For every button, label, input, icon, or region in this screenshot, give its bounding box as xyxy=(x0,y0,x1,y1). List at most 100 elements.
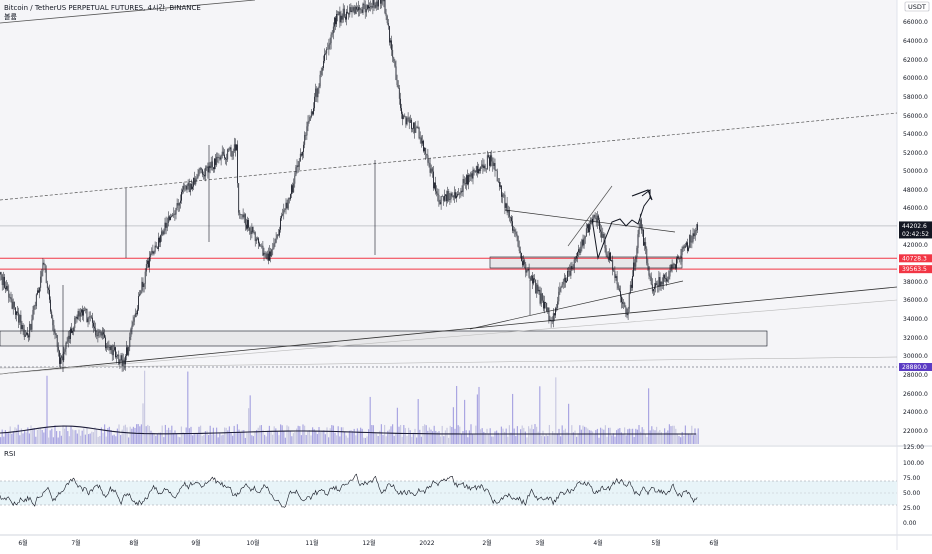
candle-body xyxy=(502,195,503,197)
volume-bar xyxy=(440,436,441,444)
volume-bar xyxy=(6,433,7,444)
candle-body xyxy=(668,277,669,280)
candle-body xyxy=(499,182,500,187)
price-pane-background xyxy=(0,0,897,445)
candle-body xyxy=(666,278,667,281)
volume-bar xyxy=(238,430,239,444)
candle-body xyxy=(646,249,647,264)
volume-bar xyxy=(539,386,540,444)
volume-bar xyxy=(19,435,20,444)
volume-bar xyxy=(213,428,214,444)
volume-bar xyxy=(392,424,393,444)
candle-body xyxy=(694,233,695,236)
candle-body xyxy=(498,181,499,182)
candle-body xyxy=(635,257,636,267)
candle-body xyxy=(84,310,85,311)
candle-body xyxy=(215,158,216,164)
volume-bar xyxy=(408,428,409,444)
candle-body xyxy=(697,224,698,230)
volume-bar xyxy=(389,429,390,444)
volume-bar xyxy=(464,400,465,444)
volume-bar xyxy=(603,430,604,444)
volume-bar xyxy=(581,430,582,444)
candle-body xyxy=(388,23,389,26)
candle-body xyxy=(230,147,231,149)
candle-body xyxy=(552,321,553,322)
price-tick-label: 26000.0 xyxy=(903,391,928,398)
candle-body xyxy=(424,148,425,151)
candle-body xyxy=(354,7,355,13)
candle-body xyxy=(199,170,200,175)
candle-body xyxy=(673,264,674,268)
volume-bar xyxy=(67,431,68,444)
candle-body xyxy=(153,251,154,254)
candle-body xyxy=(401,108,402,114)
volume-bar xyxy=(664,428,665,444)
candle-body xyxy=(158,238,159,249)
volume-bar xyxy=(317,434,318,444)
candle-body xyxy=(214,158,215,169)
candle-body xyxy=(672,265,673,269)
time-tick-label: 5월 xyxy=(651,539,660,547)
volume-bar xyxy=(448,438,449,444)
candle-body xyxy=(455,192,456,198)
volume-bar xyxy=(590,431,591,444)
volume-bar xyxy=(96,429,97,444)
candle-body xyxy=(428,155,429,162)
candle-body xyxy=(316,89,317,98)
candle-body xyxy=(239,213,240,215)
volume-bar xyxy=(563,430,564,444)
volume-bar xyxy=(141,424,142,444)
volume-bar xyxy=(61,436,62,444)
candle-body xyxy=(135,313,136,317)
volume-bar xyxy=(541,436,542,444)
volume-bar xyxy=(642,427,643,444)
candle-body xyxy=(92,318,93,323)
volume-bar xyxy=(309,430,310,444)
candle-body xyxy=(180,201,181,203)
volume-bar xyxy=(685,425,686,444)
candle-body xyxy=(418,127,419,128)
volume-bar xyxy=(406,436,407,444)
volume-bar xyxy=(651,426,652,444)
candle-body xyxy=(540,290,541,304)
candle-body xyxy=(587,224,588,228)
volume-bar xyxy=(77,434,78,444)
candle-body xyxy=(22,325,23,329)
volume-bar xyxy=(24,431,25,444)
volume-bar xyxy=(48,438,49,444)
volume-bar xyxy=(334,433,335,444)
candle-body xyxy=(102,332,103,335)
volume-bar xyxy=(91,432,92,444)
candle-body xyxy=(176,208,177,215)
volume-bar xyxy=(123,426,124,444)
volume-bar xyxy=(264,435,265,444)
time-tick-label: 9월 xyxy=(191,539,200,547)
volume-bar xyxy=(454,429,455,444)
candle-body xyxy=(494,163,495,166)
candle-body xyxy=(254,232,255,233)
volume-bar xyxy=(277,432,278,444)
candle-body xyxy=(310,117,311,121)
candle-body xyxy=(33,310,34,320)
volume-bar xyxy=(312,427,313,444)
candle-body xyxy=(331,35,332,44)
candle-body xyxy=(630,285,631,293)
volume-bar xyxy=(438,431,439,444)
chart-title: Bitcoin / TetherUS PERPETUAL FUTURES, 4시… xyxy=(4,3,201,13)
volume-bar xyxy=(146,426,147,444)
volume-bar xyxy=(491,436,492,444)
candle-body xyxy=(159,238,160,243)
candle-body xyxy=(302,152,303,156)
volume-bar xyxy=(222,435,223,444)
candle-body xyxy=(161,231,162,235)
candle-body xyxy=(61,356,62,357)
candle-body xyxy=(137,310,138,315)
candle-body xyxy=(448,191,449,200)
candle-body xyxy=(345,17,346,20)
volume-bar xyxy=(344,432,345,444)
candle-body xyxy=(121,355,122,360)
candle-body xyxy=(91,316,92,317)
volume-bar xyxy=(26,432,27,444)
